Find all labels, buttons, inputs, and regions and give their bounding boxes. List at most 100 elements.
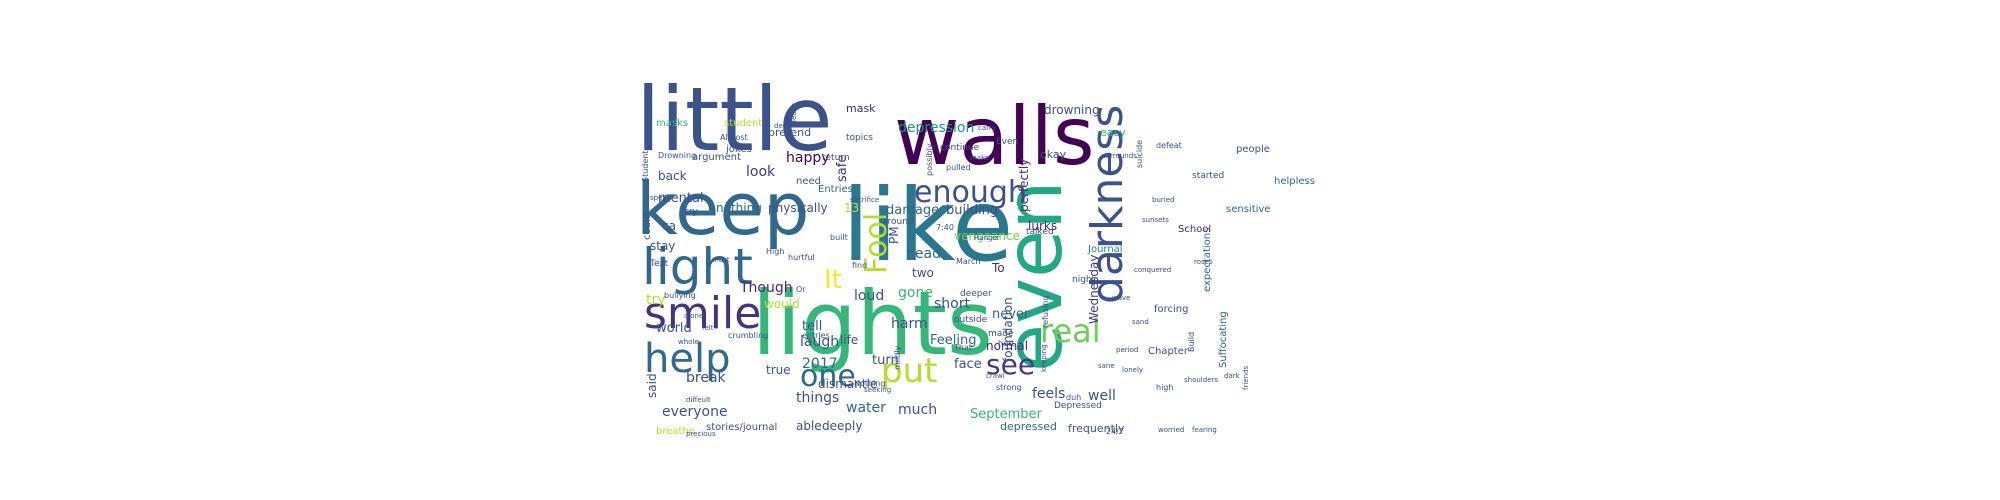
cloud-word: diffeult [686, 396, 711, 404]
cloud-word: masks [656, 118, 688, 129]
cloud-word: true [766, 363, 791, 377]
cloud-word: depression [898, 120, 974, 136]
cloud-word: stories/journal [706, 422, 777, 433]
cloud-word: deeper [960, 289, 992, 299]
cloud-word: felt [702, 324, 714, 332]
cloud-word: happy [786, 150, 830, 166]
cloud-word: defeat [1156, 141, 1182, 150]
cloud-word: depressed [1000, 420, 1057, 433]
cloud-word: period [1116, 346, 1138, 354]
cloud-word: people [1236, 144, 1270, 155]
cloud-word: life [840, 333, 858, 347]
cloud-word: 2017 [802, 356, 838, 372]
cloud-word: Suffocating [1218, 311, 1229, 368]
cloud-word: light [642, 238, 753, 296]
cloud-word: able [796, 419, 822, 433]
cloud-word: normal [986, 339, 1028, 353]
cloud-word: world [656, 321, 692, 336]
cloud-word: conquered [1134, 266, 1171, 274]
cloud-word: Chapter [1148, 346, 1189, 357]
cloud-word: frequently [1068, 422, 1125, 435]
cloud-word: short [934, 296, 970, 312]
cloud-word: student [724, 118, 762, 129]
cloud-word: look [746, 164, 776, 180]
cloud-word: Depressed [1054, 401, 1102, 411]
cloud-word: water [846, 400, 886, 416]
cloud-word: sane [1098, 362, 1115, 370]
cloud-word: pulled [946, 163, 971, 172]
cloud-word: two [912, 266, 934, 280]
cloud-word: could [642, 213, 653, 240]
cloud-word: cry [684, 207, 699, 217]
cloud-word: make [970, 154, 989, 162]
cloud-word: lights [752, 272, 993, 375]
cloud-word: carry [978, 124, 996, 132]
cloud-word: outside [954, 315, 988, 325]
cloud-word: lurks [1028, 219, 1057, 233]
cloud-word: hurt [998, 339, 1015, 348]
cloud-word: mildly [893, 345, 902, 370]
cloud-word: head [906, 246, 941, 262]
cloud-word: argument [692, 152, 741, 163]
cloud-word: okay [1040, 148, 1067, 161]
cloud-word: jokes [725, 144, 752, 155]
cloud-word: School [1178, 224, 1211, 235]
cloud-word: crumbling [728, 331, 768, 340]
word-cloud: little walls keep like lights even light smile h… [636, 52, 1444, 456]
cloud-word: laugh [800, 334, 839, 350]
cloud-word: leave [790, 103, 798, 122]
cloud-word: put [881, 351, 937, 391]
cloud-word: March [956, 257, 980, 266]
cloud-word: helpless [1274, 176, 1315, 187]
cloud-word: said [645, 373, 659, 398]
cloud-word: expectations [1202, 228, 1213, 292]
cloud-word: crawl [986, 372, 1005, 380]
cloud-word: Nothing [854, 379, 885, 388]
cloud-word: never [992, 307, 1030, 322]
cloud-word: one [800, 359, 856, 394]
cloud-word: gone [898, 285, 933, 301]
cloud-word: break [686, 370, 727, 386]
cloud-word: foundation [1001, 297, 1015, 362]
cloud-word: bullying [664, 291, 696, 300]
cloud-word: deeply [822, 419, 862, 433]
cloud-word: dark [1224, 372, 1241, 380]
cloud-word: To [991, 261, 1005, 275]
cloud-word: stay [650, 239, 675, 253]
cloud-word: back [658, 169, 687, 183]
cloud-word: Fool [859, 213, 894, 274]
cloud-word: topics [846, 133, 873, 143]
cloud-word: buried [1152, 196, 1174, 204]
cloud-word: Or [796, 285, 806, 294]
cloud-word: 13 [844, 201, 859, 215]
cloud-word: loud [854, 288, 884, 304]
cloud-word: smile [644, 288, 761, 339]
cloud-word: PM [887, 226, 901, 244]
cloud-word: darkness [1082, 105, 1133, 304]
cloud-word: alone [684, 312, 703, 320]
cloud-word: pretend [768, 126, 811, 139]
cloud-word: mental [658, 191, 704, 206]
cloud-word: would [764, 297, 800, 311]
cloud-word: roses [1194, 258, 1213, 266]
cloud-word: High [766, 247, 784, 256]
cloud-word: tell [802, 319, 822, 334]
cloud-word: Build [1187, 332, 1196, 352]
cloud-word: duh [1066, 393, 1081, 402]
cloud-word: real [1040, 312, 1101, 350]
cloud-word: high [1156, 383, 1173, 392]
cloud-word: Journal [1087, 244, 1123, 255]
cloud-word: possibly [925, 143, 934, 176]
cloud-word: started [1192, 171, 1224, 181]
cloud-word: face [954, 357, 982, 372]
cloud-word: Even [996, 137, 1018, 147]
cloud-word: sand [1132, 318, 1149, 326]
cloud-word: Entries [818, 184, 853, 195]
cloud-word: Hunger [974, 234, 1000, 242]
cloud-word: around [882, 217, 914, 227]
cloud-word: built [830, 233, 848, 242]
cloud-word: entries [802, 331, 830, 340]
cloud-word: hurtful [788, 253, 815, 262]
cloud-word: continue [940, 143, 980, 153]
